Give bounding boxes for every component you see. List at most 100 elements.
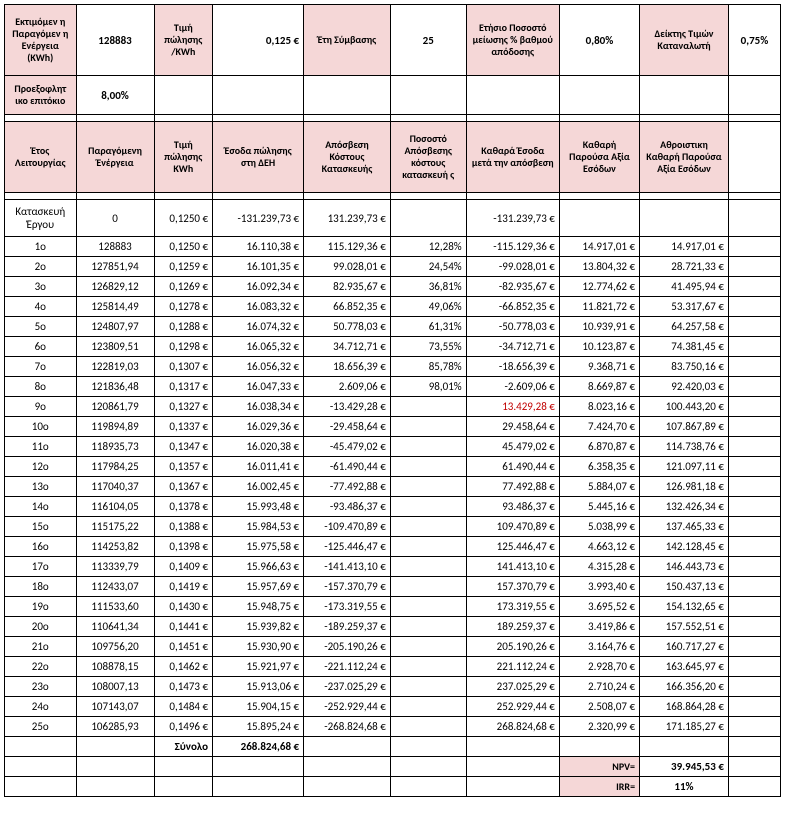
cell-depreciation: -205.190,26 € xyxy=(304,637,391,657)
cell-cumnpv: 132.426,34 € xyxy=(640,497,729,517)
cell-empty xyxy=(728,437,780,457)
cell-year: 2o xyxy=(5,257,77,277)
cell-price: 0,1269 € xyxy=(154,277,213,297)
cell-year: 14o xyxy=(5,497,77,517)
cell-income: 15.993,48 € xyxy=(213,497,304,517)
cell-net: 237.025,29 € xyxy=(466,677,559,697)
col-year: Έτος Λειτουργίας xyxy=(5,122,77,193)
cell-cumnpv: 14.917,01 € xyxy=(640,237,729,257)
cell-income: 16.083,32 € xyxy=(213,297,304,317)
param-label-price: Τιμή πώλησης /KWh xyxy=(154,5,213,76)
cell-cumnpv xyxy=(640,200,729,237)
cell-price: 0,1473 € xyxy=(154,677,213,697)
cell-pct xyxy=(390,477,466,497)
param-row-2: Προεξοφλητ ικο επιτόκιο 8,00% xyxy=(5,76,781,115)
cell-year: 23o xyxy=(5,677,77,697)
cell-npv: 8.669,87 € xyxy=(559,377,639,397)
cell-income: 16.092,34 € xyxy=(213,277,304,297)
table-row: 17o113339,790,1409 €15.966,63 €-141.413,… xyxy=(5,557,781,577)
cell-pct: 61,31% xyxy=(390,317,466,337)
totals-row: Σύνολο 268.824,68 € xyxy=(5,737,781,757)
cell-pct: 73,55% xyxy=(390,337,466,357)
table-row: 13o117040,370,1367 €16.002,45 €-77.492,8… xyxy=(5,477,781,497)
cell-npv: 3.993,40 € xyxy=(559,577,639,597)
cell-net: 268.824,68 € xyxy=(466,717,559,737)
cell-energy: 107143,07 xyxy=(76,697,154,717)
cell-price: 0,1496 € xyxy=(154,717,213,737)
cell-price: 0,1357 € xyxy=(154,457,213,477)
cell-cumnpv: 121.097,11 € xyxy=(640,457,729,477)
cell-price: 0,1337 € xyxy=(154,417,213,437)
cell-year: Κατασκευή Έργου xyxy=(5,200,77,237)
cell-income: 15.913,06 € xyxy=(213,677,304,697)
table-row: Κατασκευή Έργου00,1250 €-131.239,73 €131… xyxy=(5,200,781,237)
cell-cumnpv: 150.437,13 € xyxy=(640,577,729,597)
cell-energy: 113339,79 xyxy=(76,557,154,577)
cell-empty xyxy=(728,657,780,677)
cell-price: 0,1451 € xyxy=(154,637,213,657)
cell-cumnpv: 163.645,97 € xyxy=(640,657,729,677)
param-value-discount: 8,00% xyxy=(76,76,154,115)
cell-empty xyxy=(728,637,780,657)
cell-year: 25o xyxy=(5,717,77,737)
cell-npv: 7.424,70 € xyxy=(559,417,639,437)
table-row: 20o110641,340,1441 €15.939,82 €-189.259,… xyxy=(5,617,781,637)
cell-energy: 117040,37 xyxy=(76,477,154,497)
param-label-discount: Προεξοφλητ ικο επιτόκιο xyxy=(5,76,77,115)
param-label-degradation: Ετήσιο Ποσοστό μείωσης % βαθμού απόδοσης xyxy=(466,5,559,76)
col-depreciation: Απόσβεση Κόστους Κατασκευής xyxy=(304,122,391,193)
cell-cumnpv: 53.317,67 € xyxy=(640,297,729,317)
cell-pct xyxy=(390,397,466,417)
cell-net: 141.413,10 € xyxy=(466,557,559,577)
cell-year: 12o xyxy=(5,457,77,477)
cell-pct: 12,28% xyxy=(390,237,466,257)
cell-net: 125.446,47 € xyxy=(466,537,559,557)
cell-year: 20o xyxy=(5,617,77,637)
cell-year: 5o xyxy=(5,317,77,337)
cell-pct: 85,78% xyxy=(390,357,466,377)
cell-npv: 2.508,07 € xyxy=(559,697,639,717)
cell-npv: 14.917,01 € xyxy=(559,237,639,257)
cell-year: 22o xyxy=(5,657,77,677)
cell-income: 15.984,53 € xyxy=(213,517,304,537)
cell-depreciation: -221.112,24 € xyxy=(304,657,391,677)
table-row: 24o107143,070,1484 €15.904,15 €-252.929,… xyxy=(5,697,781,717)
cell-net: -99.028,01 € xyxy=(466,257,559,277)
cell-year: 13o xyxy=(5,477,77,497)
param-label-years: Έτη Σύμβασης xyxy=(304,5,391,76)
cell-cumnpv: 154.132,65 € xyxy=(640,597,729,617)
cell-depreciation: -173.319,55 € xyxy=(304,597,391,617)
cell-energy: 112433,07 xyxy=(76,577,154,597)
cell-income: 15.895,24 € xyxy=(213,717,304,737)
table-row: 16o114253,820,1398 €15.975,58 €-125.446,… xyxy=(5,537,781,557)
cell-cumnpv: 160.717,27 € xyxy=(640,637,729,657)
cell-depreciation: 115.129,36 € xyxy=(304,237,391,257)
cell-cumnpv: 142.128,45 € xyxy=(640,537,729,557)
cell-pct xyxy=(390,577,466,597)
cell-pct: 36,81% xyxy=(390,277,466,297)
table-row: 15o115175,220,1388 €15.984,53 €-109.470,… xyxy=(5,517,781,537)
cell-empty xyxy=(728,397,780,417)
cell-cumnpv: 107.867,89 € xyxy=(640,417,729,437)
cell-cumnpv: 74.381,45 € xyxy=(640,337,729,357)
cell-npv: 10.939,91 € xyxy=(559,317,639,337)
cell-net: 45.479,02 € xyxy=(466,437,559,457)
cell-net: -2.609,06 € xyxy=(466,377,559,397)
cell-energy: 106285,93 xyxy=(76,717,154,737)
cell-empty xyxy=(728,297,780,317)
cell-npv: 6.358,35 € xyxy=(559,457,639,477)
cell-npv: 13.804,32 € xyxy=(559,257,639,277)
cell-empty xyxy=(728,200,780,237)
cell-cumnpv: 64.257,58 € xyxy=(640,317,729,337)
cell-income: 16.110,38 € xyxy=(213,237,304,257)
cell-net: 173.319,55 € xyxy=(466,597,559,617)
cell-empty xyxy=(728,477,780,497)
cell-depreciation: 66.852,35 € xyxy=(304,297,391,317)
cell-net: 77.492,88 € xyxy=(466,477,559,497)
cell-empty xyxy=(728,557,780,577)
financial-table: Εκτιμόμεν η Παραγόμεν η Ενέργεια (KWh) 1… xyxy=(4,4,781,797)
cell-pct xyxy=(390,457,466,477)
cell-npv: 5.884,07 € xyxy=(559,477,639,497)
param-label-energy: Εκτιμόμεν η Παραγόμεν η Ενέργεια (KWh) xyxy=(5,5,77,76)
cell-net: -50.778,03 € xyxy=(466,317,559,337)
